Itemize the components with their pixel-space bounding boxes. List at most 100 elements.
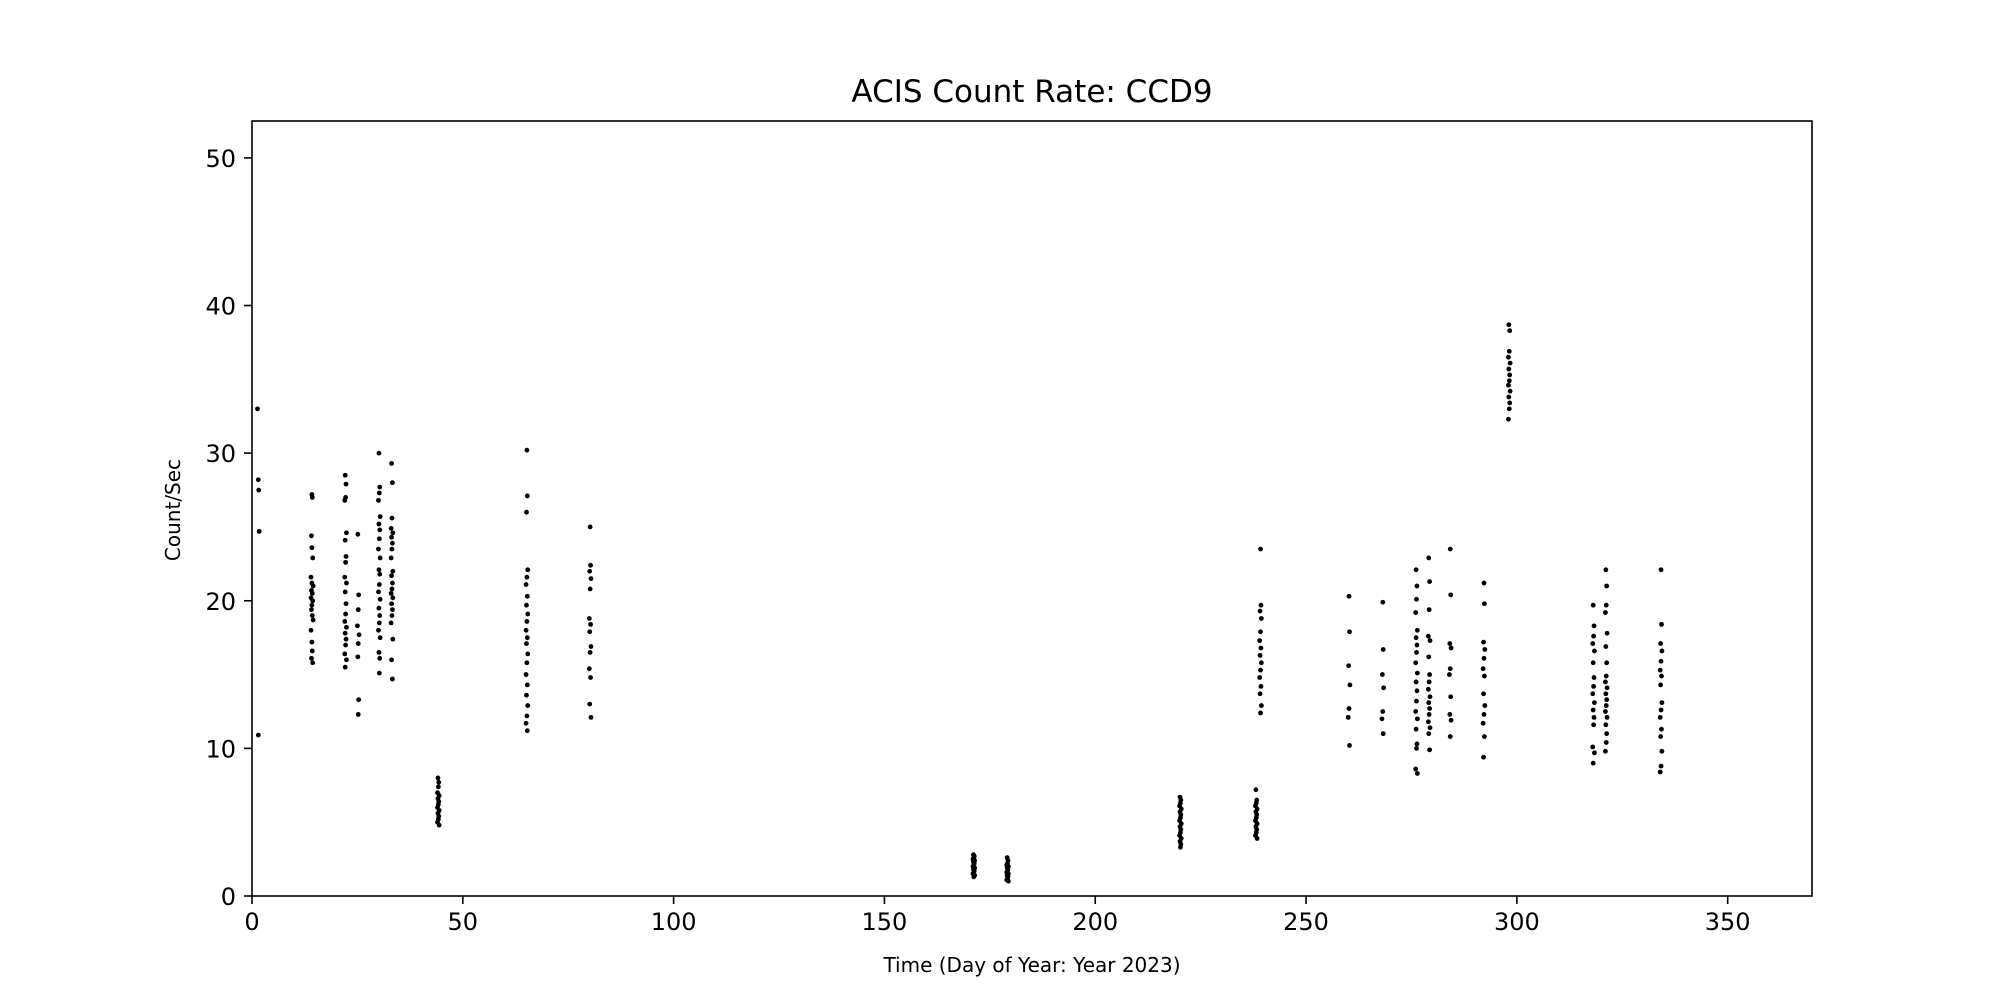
data-point bbox=[1481, 754, 1486, 760]
data-point bbox=[1414, 650, 1419, 655]
data-point bbox=[1603, 740, 1609, 745]
data-point bbox=[342, 574, 348, 580]
data-point bbox=[1604, 630, 1610, 636]
data-point bbox=[1345, 714, 1351, 720]
data-point bbox=[1257, 608, 1263, 614]
data-point bbox=[1603, 748, 1608, 754]
data-point bbox=[1427, 725, 1433, 731]
data-point bbox=[1448, 717, 1454, 723]
data-point bbox=[309, 533, 314, 539]
data-point bbox=[342, 619, 348, 624]
data-point bbox=[1413, 635, 1419, 641]
data-point bbox=[523, 582, 529, 587]
plot-frame bbox=[251, 120, 1813, 897]
data-point bbox=[355, 531, 361, 537]
x-tick-label: 200 bbox=[1072, 908, 1118, 936]
data-point bbox=[1603, 703, 1609, 708]
data-point bbox=[1591, 623, 1597, 629]
data-point bbox=[1380, 731, 1386, 737]
data-point bbox=[1603, 644, 1609, 649]
data-point bbox=[525, 651, 531, 657]
data-point bbox=[376, 670, 382, 676]
data-point bbox=[1258, 703, 1264, 708]
data-point bbox=[377, 655, 383, 661]
data-point bbox=[1427, 579, 1432, 584]
data-point bbox=[1379, 716, 1385, 722]
data-point bbox=[1603, 709, 1608, 714]
data-point bbox=[1425, 686, 1431, 692]
x-axis-label: Time (Day of Year: Year 2023) bbox=[882, 953, 1180, 977]
data-point bbox=[1658, 567, 1664, 573]
data-point bbox=[1414, 642, 1420, 648]
data-point bbox=[355, 712, 361, 717]
data-point bbox=[588, 714, 594, 720]
data-point bbox=[587, 524, 593, 530]
data-point bbox=[1427, 747, 1432, 753]
data-point bbox=[1380, 647, 1386, 652]
data-point bbox=[1481, 655, 1487, 661]
data-point bbox=[588, 576, 594, 582]
data-point bbox=[1427, 638, 1433, 644]
data-point bbox=[1447, 712, 1453, 717]
data-point bbox=[525, 611, 531, 617]
data-point bbox=[310, 583, 316, 589]
data-point bbox=[1506, 348, 1512, 354]
x-tick-label: 100 bbox=[651, 908, 697, 936]
data-point bbox=[377, 613, 383, 618]
data-point bbox=[1425, 719, 1431, 725]
data-point bbox=[344, 657, 349, 663]
data-point bbox=[342, 537, 348, 543]
data-point bbox=[1347, 743, 1352, 748]
data-point bbox=[1447, 641, 1453, 646]
data-point bbox=[355, 641, 361, 646]
data-point bbox=[1257, 638, 1263, 644]
data-point bbox=[1381, 685, 1387, 691]
data-point bbox=[1507, 328, 1513, 334]
data-point bbox=[588, 644, 594, 649]
data-point bbox=[376, 546, 381, 552]
data-point bbox=[1604, 714, 1610, 720]
y-tick-label: 30 bbox=[205, 440, 236, 468]
data-point bbox=[389, 534, 394, 540]
data-point bbox=[1482, 703, 1488, 708]
data-point bbox=[525, 703, 531, 708]
data-point bbox=[1257, 675, 1263, 680]
data-point bbox=[1380, 709, 1386, 714]
data-point bbox=[1447, 666, 1453, 672]
data-point bbox=[1590, 602, 1596, 608]
data-point bbox=[1482, 673, 1487, 679]
data-point bbox=[310, 555, 316, 561]
data-point bbox=[310, 598, 316, 604]
data-point bbox=[524, 641, 529, 646]
data-point bbox=[376, 582, 382, 587]
data-point bbox=[588, 621, 593, 627]
data-point bbox=[389, 613, 395, 618]
data-point bbox=[342, 472, 348, 478]
data-point bbox=[1258, 710, 1263, 716]
data-point bbox=[587, 629, 593, 635]
data-point bbox=[1257, 652, 1263, 658]
data-point bbox=[1659, 673, 1664, 679]
data-point bbox=[524, 493, 530, 499]
data-point bbox=[389, 546, 395, 552]
data-point bbox=[377, 484, 383, 490]
data-point bbox=[1658, 763, 1664, 769]
data-point bbox=[523, 672, 529, 677]
data-point bbox=[1604, 583, 1610, 589]
data-point bbox=[523, 627, 529, 633]
data-point bbox=[1506, 354, 1511, 360]
data-point bbox=[390, 568, 396, 574]
data-point bbox=[389, 657, 394, 663]
data-point bbox=[344, 530, 349, 536]
data-point bbox=[390, 480, 395, 486]
data-point bbox=[524, 692, 529, 698]
data-point bbox=[1592, 648, 1597, 654]
data-point bbox=[1414, 698, 1419, 704]
data-point bbox=[308, 574, 314, 580]
data-point bbox=[1258, 645, 1264, 651]
data-point bbox=[309, 613, 315, 618]
data-point bbox=[1414, 670, 1420, 676]
data-point bbox=[1603, 567, 1609, 573]
data-point bbox=[255, 477, 261, 483]
data-point bbox=[1507, 400, 1513, 406]
